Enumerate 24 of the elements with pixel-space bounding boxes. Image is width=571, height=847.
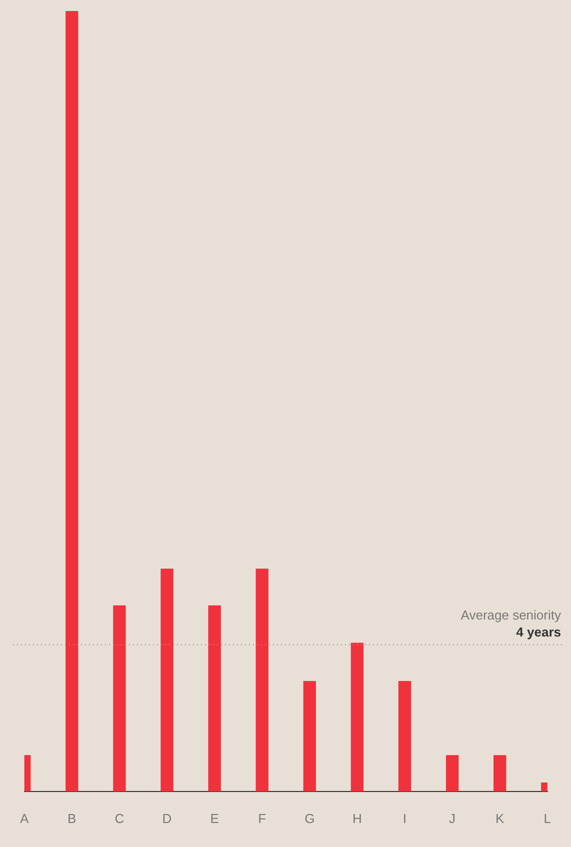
bar xyxy=(208,605,221,792)
ref-line-label: Average seniority xyxy=(460,608,562,623)
bar xyxy=(350,642,364,792)
bar xyxy=(160,568,174,792)
x-tick-label: H xyxy=(352,810,362,826)
x-tick-label: G xyxy=(304,810,315,826)
bar xyxy=(494,755,506,792)
bar xyxy=(303,681,316,792)
x-tick-label: E xyxy=(210,810,220,826)
x-tick-label: D xyxy=(162,810,172,826)
bar xyxy=(66,11,78,792)
x-tick-label: A xyxy=(20,810,29,826)
bar xyxy=(398,681,412,792)
x-tick-label: B xyxy=(68,810,76,826)
x-tick-label: L xyxy=(544,810,551,826)
bar xyxy=(113,605,126,792)
annotation: 4 years xyxy=(516,624,561,640)
x-tick-label: C xyxy=(114,810,124,826)
x-tick-label: J xyxy=(449,810,456,826)
x-tick-label: F xyxy=(258,810,266,826)
x-tick-label: K xyxy=(496,810,504,826)
bar xyxy=(256,568,268,792)
x-tick-label: I xyxy=(402,810,407,826)
bar xyxy=(446,755,459,792)
